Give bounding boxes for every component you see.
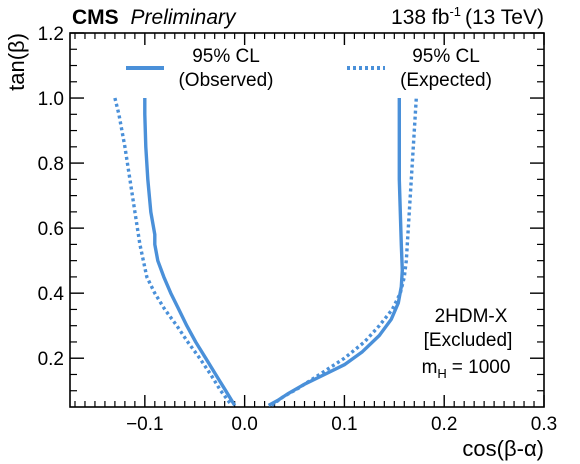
x-tick-label: 0.3: [531, 414, 557, 435]
expected-contour-left: [113, 97, 234, 407]
experiment-label: CMS: [72, 6, 119, 29]
observed-contour-left: [143, 98, 237, 407]
lumi-value: 138 fb: [391, 6, 449, 29]
x-tick-label: 0.0: [231, 414, 257, 435]
lumi-energy: (13 TeV): [465, 6, 544, 29]
legend-observed-line1: 95% CL: [192, 46, 260, 67]
annotation-mass-prefix: m: [422, 357, 438, 378]
legend: 95% CL (Observed) 95% CL (Expected): [126, 46, 492, 91]
annotation-model: 2HDM-X: [435, 306, 508, 327]
lumi-label: 138 fb-1 (13 TeV): [391, 4, 544, 29]
status-label: Preliminary: [131, 6, 238, 29]
header-title: CMS Preliminary: [72, 6, 237, 29]
y-tick-label: 1.0: [38, 89, 64, 110]
lumi-exponent: -1: [449, 4, 461, 19]
y-axis-title: tan(β): [4, 33, 29, 91]
axis-ticks: −0.1 0.0 0.1 0.2 0.3 0.2 0.4 0.6 0.8 1.0 1.2: [38, 24, 558, 435]
x-tick-label: −0.1: [126, 414, 164, 435]
annotation-mass: mH = 1000: [422, 357, 511, 381]
legend-expected-line2: (Expected): [400, 70, 492, 91]
x-axis-title: cos(β-α): [462, 436, 544, 461]
annotation-note: [Excluded]: [424, 330, 513, 351]
y-tick-label: 0.4: [38, 284, 65, 305]
y-tick-label: 1.2: [38, 24, 64, 45]
x-tick-label: 0.2: [431, 414, 457, 435]
legend-expected-line1: 95% CL: [412, 46, 480, 67]
legend-observed-line2: (Observed): [178, 70, 273, 91]
annotation-mass-subscript: H: [437, 366, 446, 381]
y-tick-label: 0.2: [38, 349, 64, 370]
y-tick-label: 0.6: [38, 219, 64, 240]
model-annotation: 2HDM-X [Excluded] mH = 1000: [422, 306, 513, 381]
plot-frame: [69, 32, 545, 408]
y-tick-label: 0.8: [38, 154, 64, 175]
observed-contour-right: [267, 98, 404, 407]
x-tick-label: 0.1: [331, 414, 357, 435]
series-layer: [113, 97, 418, 407]
annotation-mass-value: = 1000: [452, 357, 511, 378]
expected-contour-right: [270, 97, 418, 407]
